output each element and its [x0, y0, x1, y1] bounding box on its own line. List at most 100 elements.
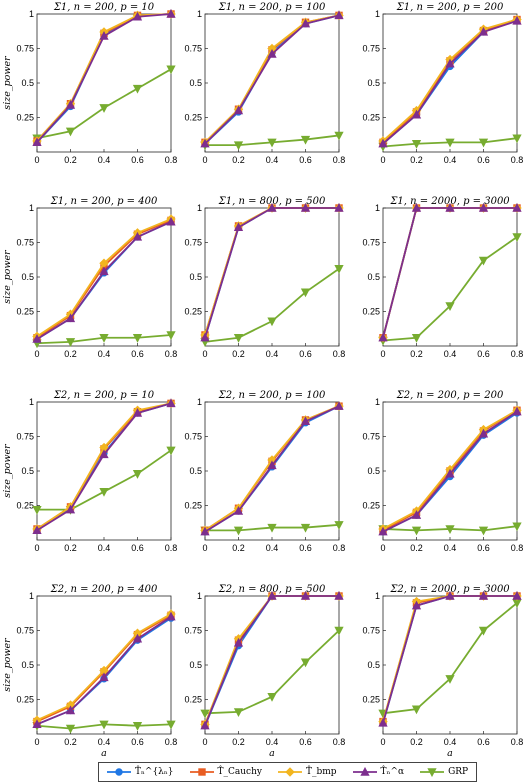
x-tick-label: 0 — [380, 155, 385, 165]
x-tick-label: 0 — [202, 155, 207, 165]
x-tick-label: 0.4 — [444, 349, 457, 359]
panel-title: Σ2, n = 200, p = 100 — [218, 390, 326, 401]
y-axis-label: size_power — [2, 637, 13, 692]
chart-legend: T̂ₙ^{λₙ} T̂_Cauchy T̂_bmp T̂ₙ^α GRP — [98, 762, 478, 782]
chart-panel-11: Σ2, n = 800, p = 500 0 0.2 0.4 0.6 0.8 0.25 0.5… — [184, 584, 345, 759]
data-point — [478, 138, 489, 148]
plot-area — [36, 401, 172, 541]
data-point — [200, 709, 210, 719]
data-point — [132, 470, 143, 479]
data-point — [32, 505, 42, 515]
legend-marker — [359, 767, 370, 776]
y-tick-label: 0.75 — [362, 626, 380, 636]
x-tick-label: 0.4 — [266, 155, 279, 165]
panel-title: Σ1, n = 200, p = 100 — [218, 2, 326, 13]
series-line-2 — [382, 207, 517, 338]
data-point — [65, 100, 76, 109]
x-axis-label: a — [447, 748, 453, 759]
y-tick-label: 0.25 — [362, 501, 380, 511]
legend-marker — [285, 767, 295, 777]
x-tick-label: 0.2 — [232, 737, 245, 747]
series-line-4 — [36, 220, 172, 340]
data-point — [99, 334, 109, 343]
series-line-5 — [204, 267, 340, 343]
data-point — [478, 526, 489, 536]
data-point — [132, 407, 143, 417]
data-point — [411, 334, 422, 343]
y-tick-label: 0.5 — [189, 466, 202, 476]
x-tick-label: 0.8 — [333, 737, 346, 747]
data-point — [411, 140, 422, 149]
x-tick-label: 0.6 — [477, 155, 490, 165]
data-point — [65, 705, 76, 715]
data-point — [300, 658, 311, 668]
data-point — [512, 202, 522, 212]
data-point — [166, 216, 176, 226]
data-point — [478, 590, 489, 600]
panel-title: Σ2, n = 200, p = 400 — [50, 584, 158, 595]
series-line-2 — [382, 595, 517, 722]
data-point — [233, 708, 244, 717]
chart-panel-3: Σ1, n = 200, p = 200 0 0.2 0.4 0.6 0.8 0.25 0.5… — [362, 2, 523, 165]
data-point — [233, 334, 244, 343]
x-tick-label: 0 — [34, 737, 39, 747]
y-tick-label: 0.25 — [16, 307, 34, 317]
data-point — [378, 332, 388, 342]
y-tick-label: 1 — [29, 9, 34, 19]
data-point — [166, 720, 176, 730]
y-tick-label: 0.75 — [362, 432, 380, 442]
data-point — [411, 600, 422, 610]
data-point — [166, 398, 176, 408]
y-tick-label: 0.5 — [367, 78, 380, 88]
panel-title: Σ1, n = 200, p = 200 — [396, 2, 504, 13]
legend-item: T̂_bmp — [277, 767, 337, 777]
chart-panel-10: Σ2, n = 200, p = 400 0 0.2 0.4 0.6 0.8 0.25 0.5… — [2, 584, 177, 759]
data-point — [478, 256, 489, 266]
y-tick-label: 0.5 — [21, 78, 34, 88]
data-point — [378, 526, 388, 536]
data-point — [512, 15, 522, 25]
series-line-1 — [36, 402, 172, 532]
x-tick-label: 0.6 — [299, 155, 312, 165]
x-tick-label: 0.8 — [165, 349, 178, 359]
x-tick-label: 0.4 — [444, 155, 457, 165]
data-point — [478, 202, 489, 212]
data-point — [478, 428, 489, 438]
data-point — [233, 105, 244, 115]
data-point — [300, 135, 311, 145]
series-line-4 — [382, 207, 517, 338]
y-tick-label: 0.5 — [21, 660, 34, 670]
data-point — [267, 138, 277, 148]
y-tick-label: 0.5 — [367, 660, 380, 670]
y-tick-label: 0.5 — [189, 78, 202, 88]
data-point — [411, 109, 422, 119]
y-tick-label: 0.75 — [16, 238, 34, 248]
y-tick-label: 1 — [197, 9, 202, 19]
series-line-3 — [382, 595, 517, 722]
data-point — [32, 719, 42, 729]
x-tick-label: 0.6 — [477, 349, 490, 359]
data-point — [334, 590, 344, 600]
x-tick-label: 0.6 — [299, 543, 312, 553]
y-tick-label: 0.5 — [367, 272, 380, 282]
panel-title: Σ1, n = 200, p = 400 — [50, 196, 158, 207]
y-tick-label: 0.75 — [184, 626, 202, 636]
y-tick-label: 0.75 — [16, 626, 34, 636]
data-point — [200, 332, 210, 342]
chart-panel-9: Σ2, n = 200, p = 200 0 0.2 0.4 0.6 0.8 0.25 0.5… — [362, 390, 523, 553]
data-point — [200, 720, 210, 730]
data-point — [99, 266, 109, 276]
legend-label: GRP — [448, 767, 469, 777]
data-point — [378, 138, 388, 148]
data-point — [512, 134, 522, 144]
series-line-4 — [204, 595, 339, 727]
y-tick-label: 0.75 — [16, 432, 34, 442]
data-point — [334, 626, 344, 636]
chart-panel-4: Σ1, n = 200, p = 400 0 0.2 0.4 0.6 0.8 0.25 0.5… — [2, 196, 177, 359]
data-point — [445, 138, 455, 148]
data-point — [233, 141, 244, 151]
y-tick-label: 0.5 — [21, 272, 34, 282]
series-line-5 — [36, 68, 172, 140]
data-point — [32, 525, 42, 535]
plot-area — [382, 207, 518, 347]
